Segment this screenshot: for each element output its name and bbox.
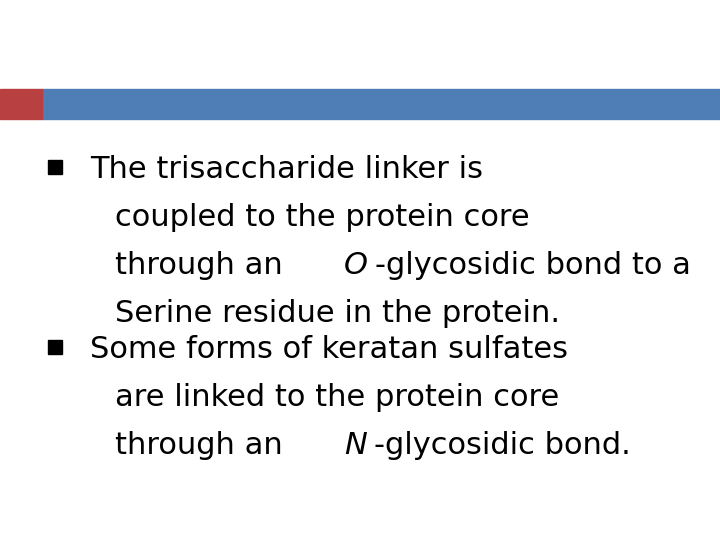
Text: The trisaccharide linker is: The trisaccharide linker is (90, 155, 483, 184)
Text: through an: through an (115, 431, 292, 460)
Text: N: N (344, 431, 367, 460)
Bar (42, 89, 720, 119)
Text: coupled to the protein core: coupled to the protein core (115, 203, 530, 232)
Text: Some forms of keratan sulfates: Some forms of keratan sulfates (90, 335, 568, 364)
Text: are linked to the protein core: are linked to the protein core (115, 383, 559, 412)
Bar (48, 160, 62, 174)
Text: O: O (344, 251, 368, 280)
Bar (48, 340, 62, 354)
Text: Serine residue in the protein.: Serine residue in the protein. (115, 299, 560, 328)
Bar (0, 89, 42, 119)
Text: -glycosidic bond.: -glycosidic bond. (374, 431, 630, 460)
Text: -glycosidic bond to a: -glycosidic bond to a (375, 251, 691, 280)
Text: through an: through an (115, 251, 292, 280)
